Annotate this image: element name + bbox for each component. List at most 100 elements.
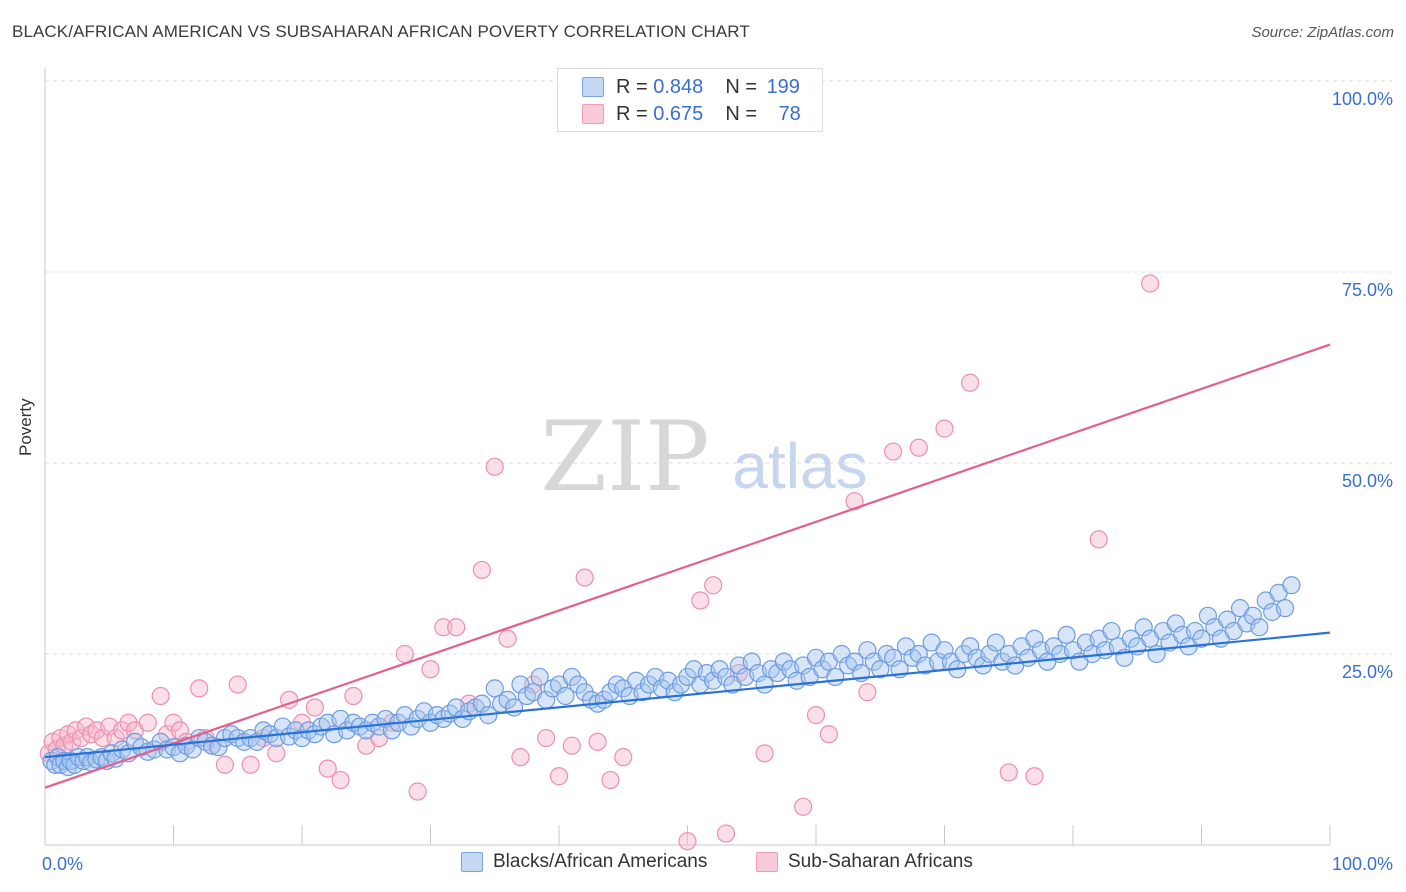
- subsaharan-point: [537, 728, 556, 748]
- black-point: [1275, 599, 1295, 618]
- chart-title: BLACK/AFRICAN AMERICAN VS SUBSAHARAN AFR…: [12, 22, 750, 41]
- subsaharan-point: [267, 744, 286, 763]
- black-point: [556, 686, 575, 706]
- legend-item-black[interactable]: Blacks/African Americans: [461, 851, 707, 873]
- black-point: [1218, 610, 1237, 629]
- subsaharan-point: [421, 660, 440, 679]
- black-point: [382, 721, 402, 740]
- black-point: [871, 660, 890, 679]
- subsaharan-point: [119, 713, 138, 732]
- tick-labels: 25.0% 50.0% 75.0% 100.0% 0.0% 100.0%: [42, 89, 1393, 874]
- subsaharan-point: [112, 721, 132, 740]
- grid: [45, 80, 1392, 655]
- axes: [44, 68, 1331, 846]
- black-point: [935, 641, 954, 660]
- black-point: [845, 652, 864, 671]
- r-value: 0.675: [653, 102, 704, 125]
- y-axis-label: Poverty: [16, 398, 35, 456]
- r-label: R =: [616, 102, 654, 125]
- black-point: [909, 644, 928, 664]
- subsaharan-point: [151, 686, 170, 706]
- subsaharan-point: [704, 576, 723, 595]
- black-point: [1243, 606, 1263, 625]
- y-tick-label: 50.0%: [1342, 471, 1393, 491]
- black-point: [1250, 618, 1269, 637]
- y-tick-label: 100.0%: [1332, 89, 1393, 109]
- legend-label: Sub-Saharan Africans: [788, 851, 973, 872]
- black-point: [1121, 629, 1140, 648]
- subsaharan-point: [1025, 767, 1044, 786]
- subsaharan-point: [601, 770, 620, 790]
- watermark-zip: ZIP: [540, 401, 709, 513]
- stats-row-subsaharan: R = 0.675 N = 78: [582, 102, 801, 126]
- black-point: [671, 675, 691, 694]
- subsaharan-point: [485, 457, 504, 476]
- r-value: 0.848: [653, 75, 704, 98]
- black-point: [1102, 621, 1121, 641]
- black-point: [716, 667, 736, 687]
- subsaharan-point: [395, 644, 414, 664]
- stats-row-black: R = 0.848 N = 199: [582, 75, 800, 99]
- subsaharan-point: [498, 629, 517, 648]
- black-trend-line: [44, 631, 1331, 759]
- subsaharan-point: [190, 679, 209, 698]
- black-point: [1192, 629, 1211, 648]
- subsaharan-point: [447, 618, 466, 637]
- subsaharan-point: [883, 442, 903, 461]
- y-tick-label: 25.0%: [1342, 662, 1393, 682]
- subsaharan-point: [241, 755, 260, 774]
- subsaharan-point: [716, 824, 736, 843]
- subsaharan-point: [794, 797, 813, 816]
- subsaharan-point: [331, 770, 350, 790]
- black-point: [1282, 576, 1301, 595]
- black-point: [1198, 606, 1218, 625]
- black-point: [1057, 625, 1076, 645]
- subsaharan-point: [935, 419, 954, 438]
- black-point: [1185, 621, 1205, 641]
- trend-lines: [44, 343, 1331, 789]
- black-point: [710, 660, 729, 679]
- x-tick-label: 0.0%: [42, 854, 83, 874]
- subsaharan-point: [228, 675, 247, 694]
- subsaharan-point: [909, 438, 928, 457]
- subsaharan-point: [164, 713, 183, 732]
- black-point: [633, 683, 652, 702]
- n-label: N =: [725, 75, 763, 98]
- pink-swatch: [582, 104, 604, 124]
- subsaharan-point: [62, 732, 82, 751]
- black-point: [485, 679, 504, 698]
- source-note: Source: ZipAtlas.com: [1251, 24, 1394, 41]
- subsaharan-point: [472, 560, 491, 580]
- black-point: [453, 709, 472, 729]
- r-label: R =: [616, 75, 654, 98]
- subsaharan-point: [961, 373, 980, 392]
- black-point: [774, 652, 793, 671]
- subsaharan-point: [524, 675, 543, 694]
- subsaharan-point: [562, 736, 581, 755]
- subsaharan-point: [305, 698, 324, 717]
- subsaharan-point: [434, 618, 453, 637]
- series-black-points: [42, 576, 1301, 777]
- subsaharan-point: [858, 683, 877, 702]
- black-point: [575, 683, 594, 702]
- subsaharan-point: [614, 748, 633, 767]
- black-point: [1044, 637, 1063, 656]
- black-point: [986, 633, 1006, 652]
- subsaharan-point: [318, 759, 337, 778]
- blue-swatch: [461, 852, 483, 872]
- subsaharan-point: [1140, 274, 1160, 293]
- subsaharan-point: [678, 832, 697, 851]
- subsaharan-point: [588, 732, 607, 751]
- legend-label: Blacks/African Americans: [493, 851, 708, 872]
- subsaharan-point: [575, 568, 594, 587]
- subsaharan-point: [845, 492, 864, 511]
- series-subsaharan-points: [39, 274, 1160, 851]
- subsaharan-point: [999, 763, 1018, 782]
- legend-item-subsaharan[interactable]: Sub-Saharan Africans: [756, 851, 973, 873]
- subsaharan-point: [408, 782, 427, 801]
- subsaharan-point: [93, 728, 112, 748]
- n-value: 78: [778, 102, 801, 125]
- black-point: [209, 738, 228, 757]
- n-label: N =: [725, 102, 763, 125]
